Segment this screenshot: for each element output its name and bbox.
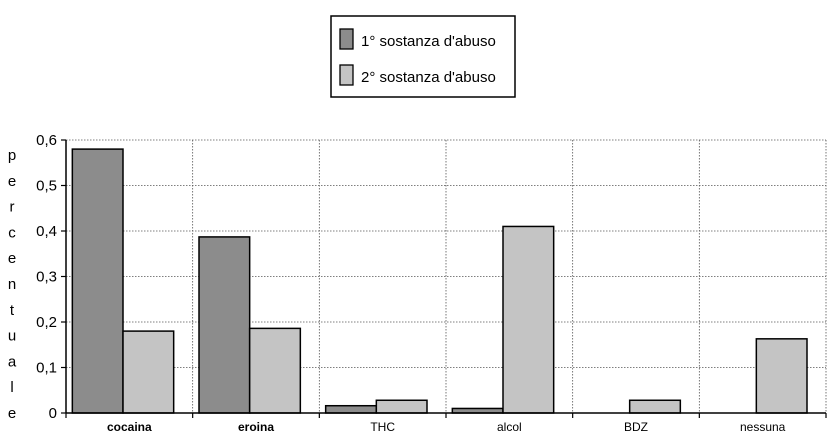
- gridlines: [66, 139, 827, 413]
- y-tick-label: 0: [49, 405, 57, 422]
- legend-label-series-2: 2° sostanza d'abuso: [361, 69, 496, 86]
- y-tick-label: 0,4: [36, 223, 57, 240]
- bar-bdz-series-2: [628, 399, 682, 414]
- y-axis-label-letter: t: [10, 302, 15, 319]
- x-tick-label-cocaina: cocaina: [107, 420, 152, 434]
- bars: [71, 148, 808, 414]
- bar-eroina-series-2: [248, 327, 302, 414]
- y-axis-label-letter: e: [8, 173, 16, 190]
- legend-label-series-1: 1° sostanza d'abuso: [361, 33, 496, 50]
- y-axis-label-letter: e: [8, 405, 16, 422]
- x-tick-labels: cocaina eroina THC alcol BDZ nessuna: [107, 420, 786, 434]
- x-tick-label-eroina: eroina: [238, 420, 274, 434]
- bar-alcol-series-2: [502, 225, 555, 414]
- y-axis-label-letter: p: [8, 147, 16, 164]
- y-axis-label-letter: c: [8, 224, 16, 241]
- y-axis-label-letter: r: [10, 199, 15, 216]
- x-tick-label-thc: THC: [370, 420, 395, 434]
- legend-swatch-series-2: [339, 64, 354, 86]
- axes: [61, 139, 827, 418]
- y-axis-label-letter: l: [10, 379, 13, 396]
- y-tick-label: 0,2: [36, 314, 57, 331]
- y-axis-label-letter: e: [8, 250, 16, 267]
- y-tick-label: 0,1: [36, 360, 57, 377]
- y-tick-label: 0,6: [36, 132, 57, 149]
- bar-cocaina-series-1: [71, 148, 124, 414]
- bar-thc-series-1: [324, 404, 378, 414]
- x-tick-label-alcol: alcol: [497, 420, 522, 434]
- legend: 1° sostanza d'abuso 2° sostanza d'abuso: [330, 15, 516, 98]
- bar-nessuna-series-2: [755, 338, 808, 414]
- bar-eroina-series-1: [198, 236, 251, 414]
- y-tick-label: 0,5: [36, 178, 57, 195]
- y-axis-label-letter: u: [8, 328, 16, 345]
- y-tick-labels: 0 0,1 0,2 0,3 0,4 0,5 0,6: [36, 132, 57, 422]
- bar-thc-series-2: [375, 399, 428, 414]
- y-tick-label: 0,3: [36, 269, 57, 286]
- y-axis-label-letter: n: [8, 276, 16, 293]
- y-axis-label-letter: a: [8, 353, 17, 370]
- bar-cocaina-series-2: [122, 330, 175, 414]
- x-tick-label-nessuna: nessuna: [740, 420, 786, 434]
- legend-box: [330, 15, 516, 98]
- x-tick-label-bdz: BDZ: [624, 420, 648, 434]
- legend-swatch-series-1: [339, 28, 354, 50]
